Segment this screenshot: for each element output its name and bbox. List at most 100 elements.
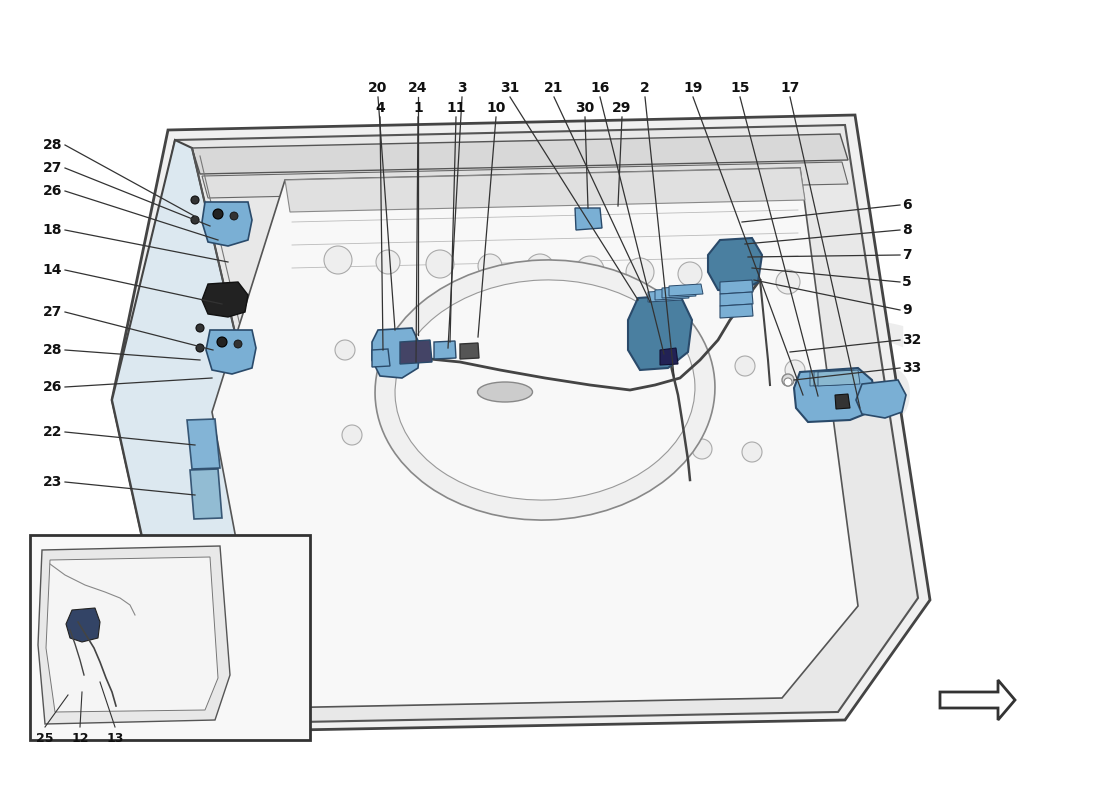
Circle shape <box>542 433 562 453</box>
Circle shape <box>478 254 502 278</box>
Text: 1: 1 <box>414 101 422 115</box>
Circle shape <box>196 344 204 352</box>
Ellipse shape <box>395 280 695 500</box>
Circle shape <box>782 374 794 386</box>
Circle shape <box>742 442 762 462</box>
Text: 26: 26 <box>43 184 62 198</box>
Polygon shape <box>285 168 805 212</box>
Circle shape <box>485 345 505 365</box>
Polygon shape <box>810 370 853 386</box>
Circle shape <box>592 435 612 455</box>
Text: 19: 19 <box>683 81 703 95</box>
Polygon shape <box>720 280 754 294</box>
Text: 31: 31 <box>500 81 519 95</box>
Text: 12: 12 <box>72 732 89 745</box>
Text: 20: 20 <box>368 81 387 95</box>
Text: 8: 8 <box>902 223 912 237</box>
Text: 11: 11 <box>447 101 465 115</box>
Text: 32: 32 <box>902 333 922 347</box>
Polygon shape <box>212 168 858 708</box>
Text: 16: 16 <box>591 81 609 95</box>
Polygon shape <box>856 380 906 418</box>
Circle shape <box>784 378 792 386</box>
Text: since 1985: since 1985 <box>537 502 803 642</box>
Circle shape <box>535 347 556 367</box>
Polygon shape <box>835 394 850 409</box>
Text: 14: 14 <box>43 263 62 277</box>
Text: 3: 3 <box>458 81 466 95</box>
Polygon shape <box>202 202 252 246</box>
Polygon shape <box>794 368 876 422</box>
Circle shape <box>692 439 712 459</box>
Text: 21: 21 <box>544 81 563 95</box>
Circle shape <box>324 246 352 274</box>
Polygon shape <box>202 282 248 317</box>
Circle shape <box>678 262 702 286</box>
Polygon shape <box>814 370 856 386</box>
Polygon shape <box>648 290 682 302</box>
Polygon shape <box>940 680 1015 720</box>
Polygon shape <box>190 469 222 519</box>
Text: 24: 24 <box>408 81 428 95</box>
Polygon shape <box>206 330 256 374</box>
Text: 15: 15 <box>730 81 750 95</box>
Text: 25: 25 <box>36 732 54 745</box>
Polygon shape <box>434 341 456 359</box>
Circle shape <box>217 337 227 347</box>
Polygon shape <box>708 238 762 292</box>
Polygon shape <box>818 370 860 386</box>
Text: 6: 6 <box>902 198 912 212</box>
Polygon shape <box>400 340 432 364</box>
Polygon shape <box>112 115 930 732</box>
Polygon shape <box>660 348 678 365</box>
Polygon shape <box>372 328 420 378</box>
Text: 28: 28 <box>43 343 62 357</box>
Circle shape <box>785 360 805 380</box>
Polygon shape <box>120 125 918 724</box>
Polygon shape <box>112 140 260 732</box>
Circle shape <box>726 263 754 291</box>
Circle shape <box>196 324 204 332</box>
Text: 27: 27 <box>43 305 62 319</box>
Polygon shape <box>66 608 100 642</box>
Circle shape <box>635 351 654 371</box>
Circle shape <box>626 258 654 286</box>
Circle shape <box>685 353 705 373</box>
Text: 17: 17 <box>780 81 800 95</box>
Text: 13: 13 <box>107 732 123 745</box>
Circle shape <box>191 196 199 204</box>
Text: 10: 10 <box>486 101 506 115</box>
Text: 5: 5 <box>902 275 912 289</box>
Text: 23: 23 <box>43 475 62 489</box>
Circle shape <box>492 431 512 451</box>
Polygon shape <box>720 292 754 306</box>
Ellipse shape <box>375 260 715 520</box>
Polygon shape <box>202 162 848 198</box>
Text: 26: 26 <box>43 380 62 394</box>
Polygon shape <box>662 286 696 298</box>
Polygon shape <box>654 288 689 300</box>
Circle shape <box>342 425 362 445</box>
Text: 2: 2 <box>640 81 650 95</box>
Circle shape <box>735 356 755 376</box>
Circle shape <box>526 254 554 282</box>
Polygon shape <box>669 284 703 296</box>
Circle shape <box>230 212 238 220</box>
Circle shape <box>434 344 455 364</box>
Polygon shape <box>192 134 848 174</box>
Text: 30: 30 <box>575 101 595 115</box>
Polygon shape <box>187 419 220 469</box>
Polygon shape <box>460 343 478 359</box>
Ellipse shape <box>477 382 532 402</box>
Circle shape <box>376 250 400 274</box>
Circle shape <box>213 209 223 219</box>
Text: 9: 9 <box>902 303 912 317</box>
Polygon shape <box>46 557 218 712</box>
Circle shape <box>392 427 412 447</box>
Text: 4: 4 <box>375 101 385 115</box>
Polygon shape <box>720 304 754 318</box>
Polygon shape <box>372 349 390 367</box>
Text: S: S <box>760 302 860 438</box>
Circle shape <box>426 250 454 278</box>
Circle shape <box>191 216 199 224</box>
